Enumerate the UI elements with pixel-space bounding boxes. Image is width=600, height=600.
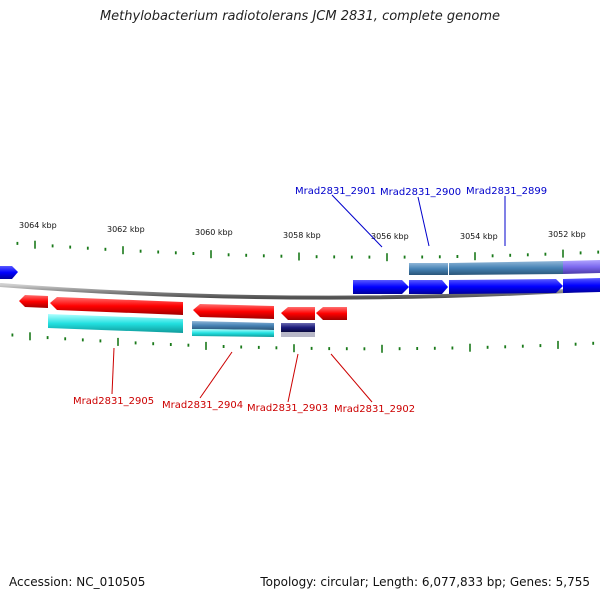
- feature-steelblue-2900[interactable]: [409, 263, 448, 275]
- leader-line-2901: [331, 194, 383, 248]
- feature-grey-2903[interactable]: [281, 332, 315, 337]
- gene-forward-left-edge[interactable]: [0, 266, 18, 279]
- feature-steelblue-2904[interactable]: [192, 321, 274, 330]
- feature-steelblue-2899[interactable]: [449, 261, 563, 275]
- scale-label-3062: 3062 kbp: [107, 225, 145, 234]
- gene-label-2900[interactable]: Mrad2831_2900: [380, 187, 461, 198]
- gene-mrad2831-2902[interactable]: [316, 307, 347, 320]
- leader-line-2905: [111, 347, 115, 395]
- leader-line-2900: [417, 196, 430, 247]
- feature-cyan-2905[interactable]: [48, 314, 183, 333]
- gene-label-2903[interactable]: Mrad2831_2903: [247, 403, 328, 414]
- scale-label-3052: 3052 kbp: [548, 230, 586, 239]
- genome-title: Methylobacterium radiotolerans JCM 2831,…: [99, 9, 501, 24]
- gene-mrad2831-2899[interactable]: [449, 279, 563, 294]
- genome-backbone: [0, 283, 600, 300]
- feature-purple[interactable]: [563, 260, 600, 274]
- gene-mrad2831-2901[interactable]: [353, 280, 409, 294]
- leader-line-2902: [330, 353, 373, 403]
- gene-mrad2831-2904[interactable]: [193, 304, 274, 319]
- gene-mrad2831-2900[interactable]: [409, 280, 448, 294]
- topology-text: Topology: circular; Length: 6,077,833 bp…: [260, 575, 590, 589]
- gene-label-2905[interactable]: Mrad2831_2905: [73, 396, 154, 407]
- gene-mrad2831-2903[interactable]: [281, 307, 315, 320]
- scale-label-3060: 3060 kbp: [195, 228, 233, 237]
- gene-forward-right-edge[interactable]: [563, 278, 600, 293]
- gene-mrad2831-2905[interactable]: [50, 297, 183, 315]
- gene-reverse-left[interactable]: [19, 295, 48, 308]
- feature-navy-2903[interactable]: [281, 323, 315, 332]
- scale-label-3054: 3054 kbp: [460, 232, 498, 241]
- gene-label-2902[interactable]: Mrad2831_2902: [334, 404, 415, 415]
- gene-label-2899[interactable]: Mrad2831_2899: [466, 186, 547, 197]
- leader-line-2903: [287, 353, 299, 403]
- leader-line-2904: [199, 351, 233, 399]
- scale-label-3064: 3064 kbp: [19, 221, 57, 230]
- scale-label-3058: 3058 kbp: [283, 231, 321, 240]
- scale-ticks-bottom: [11, 332, 595, 353]
- accession-text: Accession: NC_010505: [9, 575, 146, 589]
- gene-label-2901[interactable]: Mrad2831_2901: [295, 186, 376, 197]
- scale-label-3056: 3056 kbp: [371, 232, 409, 241]
- scale-ticks-top: [16, 240, 600, 262]
- feature-cyan-2904[interactable]: [192, 329, 274, 337]
- gene-label-2904[interactable]: Mrad2831_2904: [162, 400, 243, 411]
